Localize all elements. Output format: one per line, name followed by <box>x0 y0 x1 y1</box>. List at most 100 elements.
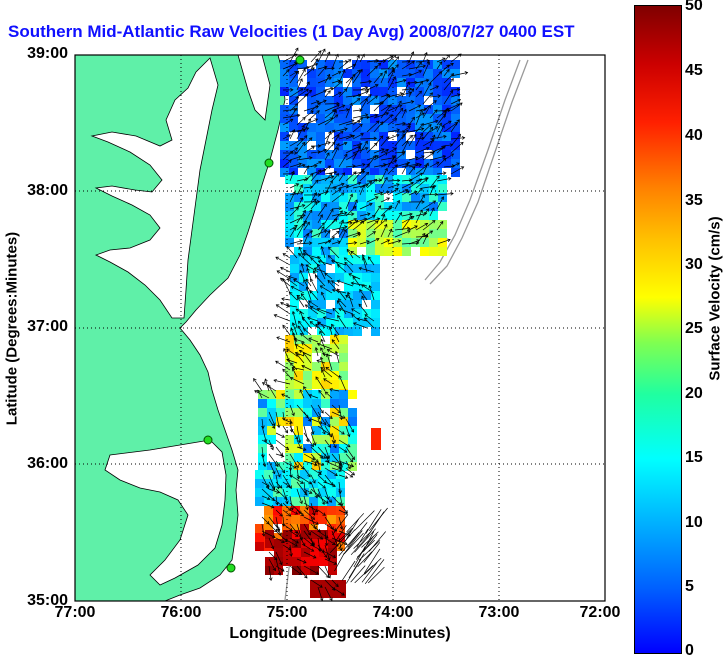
colorbar-label: Surface Velocity (cm/s) <box>707 119 724 479</box>
velocity-cell <box>280 150 289 159</box>
velocity-cell <box>283 557 292 566</box>
velocity-cell <box>294 371 303 380</box>
velocity-cell <box>276 390 285 399</box>
velocity-cell <box>280 87 289 96</box>
velocity-cell <box>429 247 438 256</box>
velocity-cell <box>384 175 393 184</box>
velocity-cell <box>433 69 442 78</box>
y-tick-label: 35:00 <box>14 592 68 610</box>
velocity-cell <box>310 589 319 598</box>
velocity-cell <box>325 105 334 114</box>
velocity-cell <box>451 123 460 132</box>
x-tick-label: 76:00 <box>151 604 211 622</box>
x-tick-label: 72:00 <box>570 604 630 622</box>
velocity-cell <box>264 470 273 479</box>
velocity-cell <box>294 390 303 399</box>
colorbar-tick: 45 <box>685 62 703 80</box>
y-axis-label: Latitude (Degrees:Minutes) <box>4 149 21 509</box>
velocity-cell <box>255 497 264 506</box>
velocity-cell <box>291 515 300 524</box>
velocity-cell <box>285 399 294 408</box>
velocity-cell <box>321 435 330 444</box>
velocity-cell <box>321 380 330 389</box>
velocity-cell <box>420 247 429 256</box>
velocity-cell <box>303 399 312 408</box>
velocity-cell <box>384 238 393 247</box>
velocity-cell <box>337 580 346 589</box>
velocity-cell <box>348 390 357 399</box>
velocity-cell <box>424 78 433 87</box>
velocity-cell <box>307 123 316 132</box>
velocity-cell <box>330 399 339 408</box>
velocity-cell <box>280 105 289 114</box>
radar-station-marker <box>227 564 235 572</box>
colorbar-tick: 0 <box>685 642 694 660</box>
velocity-arrow <box>451 90 460 91</box>
velocity-cell <box>298 150 307 159</box>
velocity-cell <box>267 435 276 444</box>
velocity-cell <box>312 175 321 184</box>
velocity-cell <box>285 435 294 444</box>
velocity-cell <box>393 193 402 202</box>
velocity-cell <box>344 273 353 282</box>
velocity-cell <box>273 506 282 515</box>
velocity-cell <box>402 202 411 211</box>
colorbar-tick: 25 <box>685 320 703 338</box>
velocity-cell <box>316 123 325 132</box>
velocity-cell <box>290 300 299 309</box>
velocity-cell <box>406 96 415 105</box>
velocity-cell <box>393 202 402 211</box>
velocity-cell <box>339 344 348 353</box>
velocity-cell <box>334 150 343 159</box>
velocity-cell <box>393 247 402 256</box>
velocity-cell <box>285 202 294 211</box>
velocity-cell <box>379 78 388 87</box>
y-tick-label: 38:00 <box>14 182 68 200</box>
velocity-cell <box>438 247 447 256</box>
velocity-cell <box>366 247 375 256</box>
velocity-cell <box>371 428 381 450</box>
velocity-cell <box>290 264 299 273</box>
velocity-cell <box>309 497 318 506</box>
velocity-cell <box>348 229 357 238</box>
velocity-cell <box>312 247 321 256</box>
velocity-cell <box>328 548 337 557</box>
velocity-cell <box>348 408 357 417</box>
velocity-cell <box>327 506 336 515</box>
velocity-cell <box>397 78 406 87</box>
x-tick-label: 73:00 <box>469 604 529 622</box>
velocity-cell <box>429 202 438 211</box>
velocity-cell <box>339 247 348 256</box>
velocity-cell <box>438 184 447 193</box>
velocity-cell <box>438 202 447 211</box>
velocity-cell <box>312 211 321 220</box>
velocity-cell <box>371 282 380 291</box>
velocity-cell <box>258 399 267 408</box>
velocity-cell <box>258 408 267 417</box>
velocity-cell <box>451 114 460 123</box>
colorbar-tick: 40 <box>685 127 703 145</box>
velocity-cell <box>319 557 328 566</box>
velocity-cell <box>317 273 326 282</box>
velocity-cell <box>280 141 289 150</box>
velocity-cell <box>420 220 429 229</box>
velocity-cell <box>312 335 321 344</box>
velocity-cell <box>339 362 348 371</box>
velocity-cell <box>406 69 415 78</box>
velocity-cell <box>352 150 361 159</box>
velocity-cell <box>255 479 264 488</box>
velocity-cell <box>370 114 379 123</box>
velocity-cell <box>442 78 451 87</box>
velocity-cell <box>285 462 294 471</box>
velocity-cell <box>397 114 406 123</box>
velocity-cell <box>303 371 312 380</box>
velocity-cell <box>321 399 330 408</box>
velocity-cell <box>285 175 294 184</box>
velocity-cell <box>280 69 289 78</box>
velocity-cell <box>429 229 438 238</box>
velocity-cell <box>280 78 289 87</box>
velocity-arrow <box>325 104 339 105</box>
velocity-cell <box>316 150 325 159</box>
velocity-cell <box>402 238 411 247</box>
